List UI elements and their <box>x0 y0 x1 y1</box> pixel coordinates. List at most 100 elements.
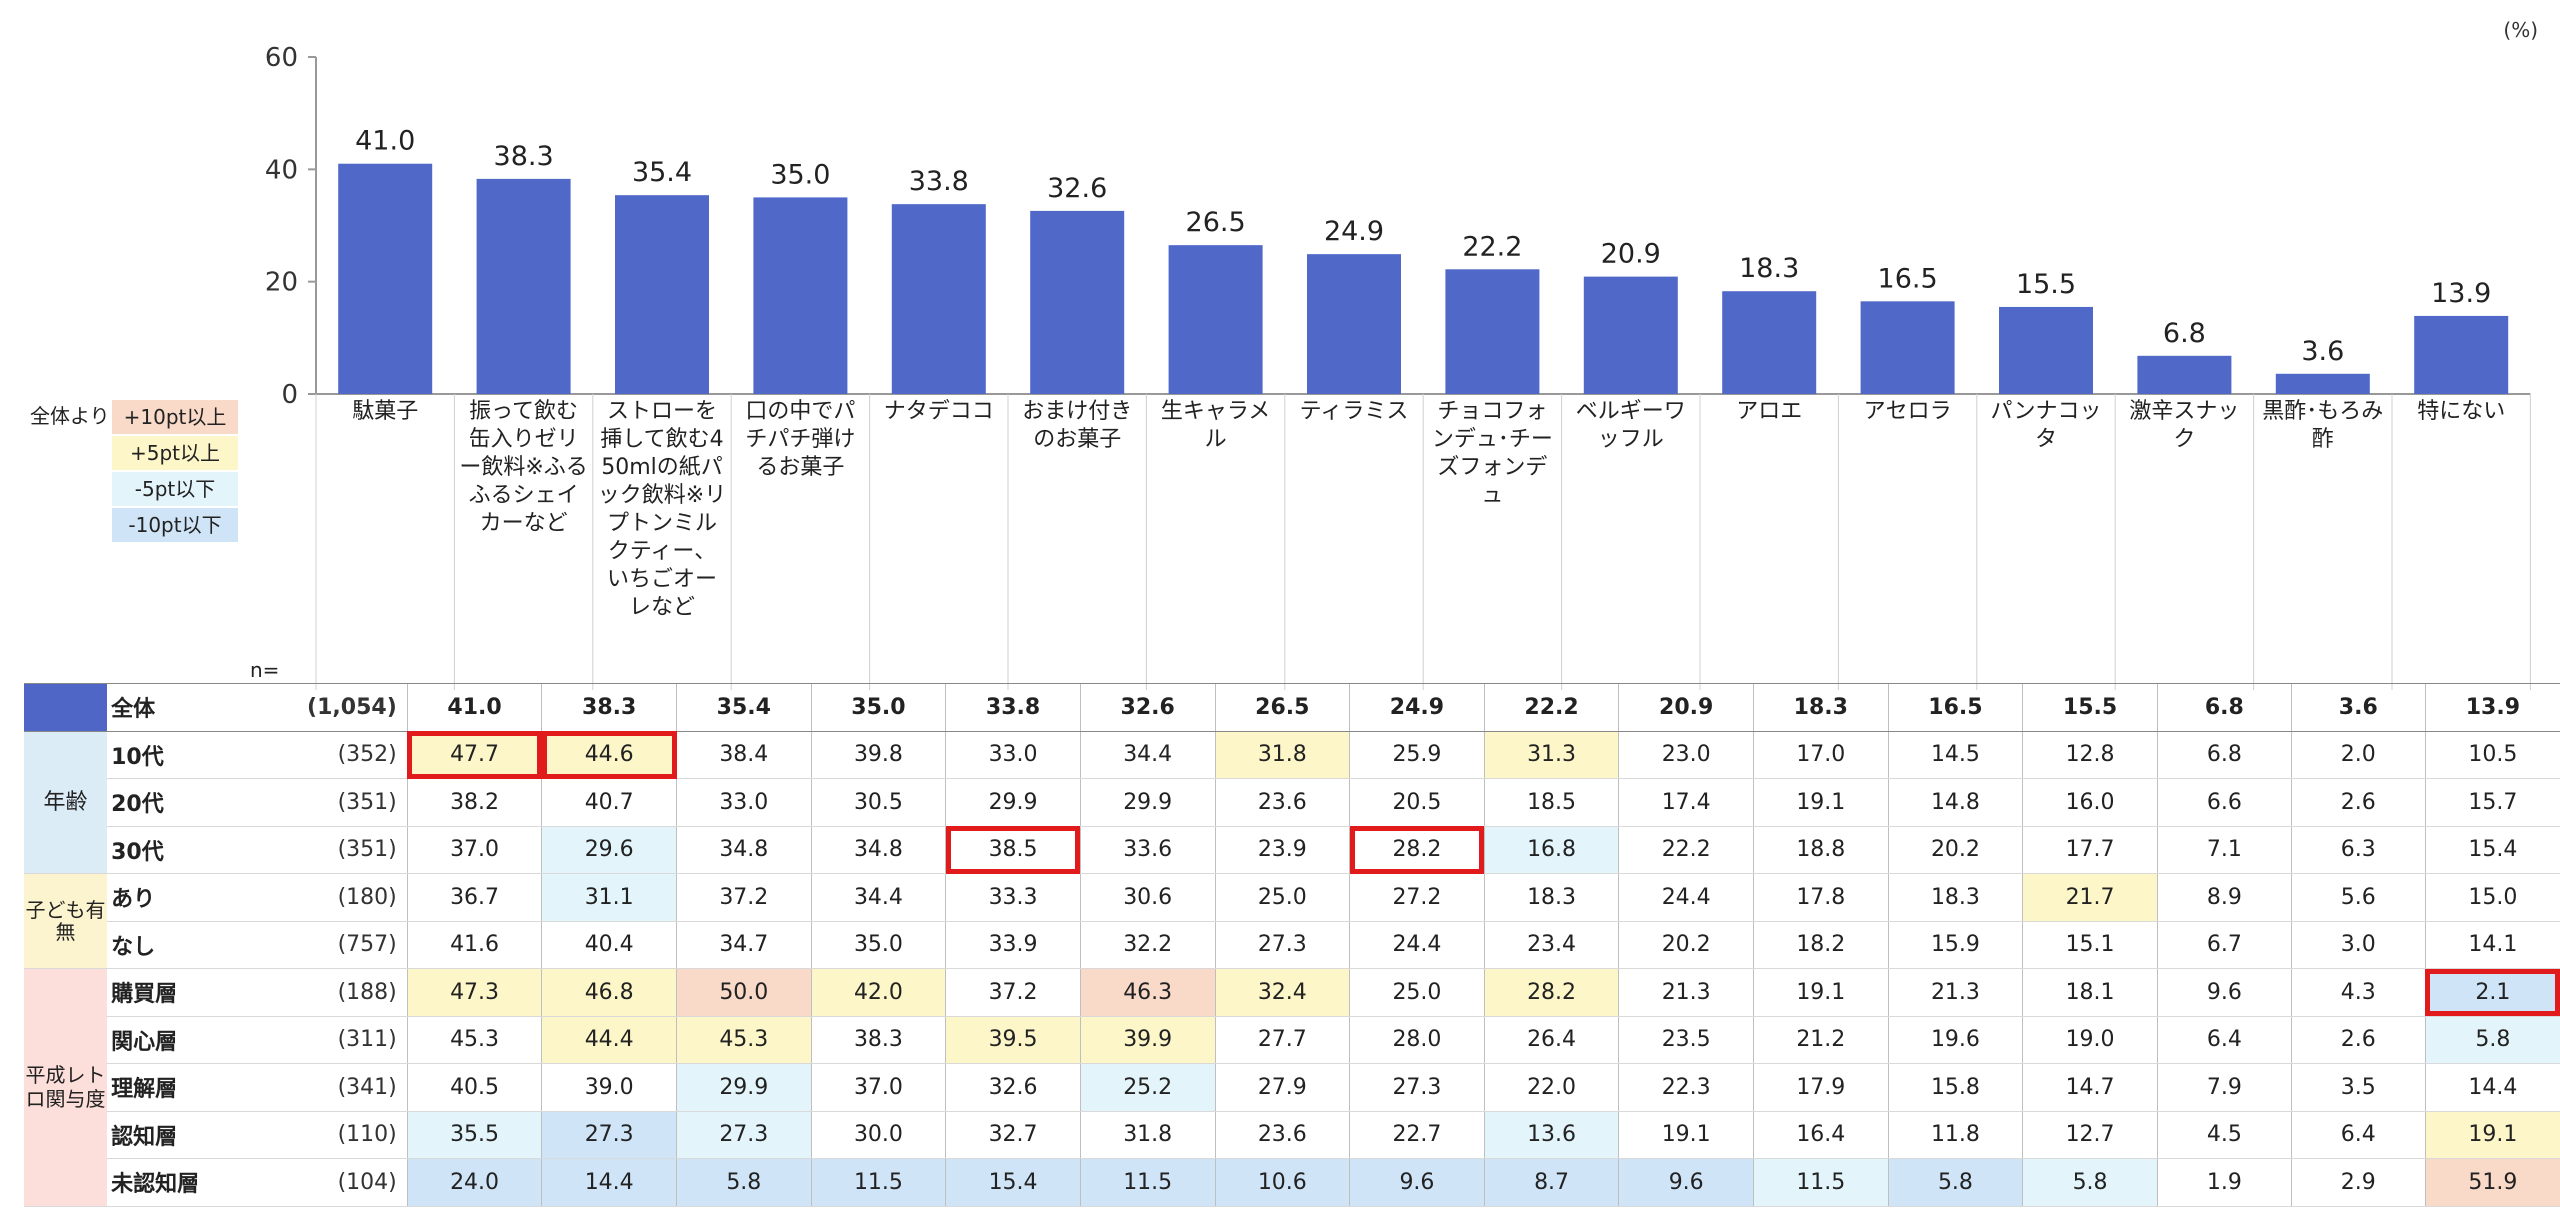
table-cell: 33.0 <box>676 778 812 827</box>
table-cell: 11.8 <box>1887 1111 2023 1159</box>
table-cell: 28.2 <box>1349 826 1485 874</box>
table-cell: 34.4 <box>810 873 946 922</box>
category-label: ストローを挿して飲む450mlの紙パック飲料※リプトンミルクティー、いちごオーレ… <box>597 399 727 620</box>
table-cell: 8.9 <box>2156 873 2292 922</box>
table-row: 30代 (351) 37.0 29.6 34.8 34.8 38.5 33.6 23.9 28.2… <box>24 826 2560 874</box>
table-cell: 4.5 <box>2156 1111 2292 1159</box>
table-cell: 18.2 <box>1753 921 1889 969</box>
table-cell: 22.0 <box>1483 1063 1619 1112</box>
table-cell: 32.6 <box>945 1063 1081 1112</box>
table-cell: 34.7 <box>676 921 812 969</box>
row-label: 関心層 <box>107 1016 229 1064</box>
table-cell: 42.0 <box>810 968 946 1017</box>
table-cell: 6.7 <box>2156 921 2292 969</box>
table-cell: 19.0 <box>2022 1016 2158 1064</box>
row-n: (352) <box>228 731 408 779</box>
table-cell: 6.3 <box>2290 826 2426 874</box>
table-cell: 45.3 <box>676 1016 812 1064</box>
table-cell: 5.8 <box>676 1158 812 1207</box>
table-cell: 40.4 <box>541 921 677 969</box>
table-cell: 22.3 <box>1618 1063 1754 1112</box>
table-cell: 47.7 <box>406 731 542 779</box>
table-cell: 27.3 <box>1349 1063 1485 1112</box>
table-cell: 23.6 <box>1214 1111 1350 1159</box>
category-label: 特にない <box>2417 399 2506 424</box>
category-label: アロエ <box>1736 399 1803 424</box>
bar <box>1030 210 1125 394</box>
table-cell: 27.7 <box>1214 1016 1350 1064</box>
table-cell: 24.4 <box>1349 921 1485 969</box>
table-cell: 24.9 <box>1349 683 1485 732</box>
bar <box>2275 373 2370 394</box>
table-cell: 16.0 <box>2022 778 2158 827</box>
table-cell: 7.9 <box>2156 1063 2292 1112</box>
table-row: 年齢 10代 (352) 47.7 44.6 38.4 39.8 33.0 34.4 31.8 25… <box>24 731 2560 874</box>
table-cell: 20.2 <box>1618 921 1754 969</box>
table-cell: 1.9 <box>2156 1158 2292 1207</box>
table-cell: 4.3 <box>2290 968 2426 1017</box>
row-n: (757) <box>228 921 408 969</box>
table-cell: 30.0 <box>810 1111 946 1159</box>
table-cell: 5.6 <box>2290 873 2426 922</box>
category-label: アセロラ <box>1863 399 1952 424</box>
legend-item: +5pt以上 <box>112 436 238 470</box>
table-cell: 29.9 <box>676 1063 812 1112</box>
row-label: 30代 <box>107 826 229 874</box>
row-n: (351) <box>228 826 408 874</box>
row-label: あり <box>107 873 229 922</box>
row-label: 購買層 <box>107 968 229 1017</box>
bar-value-label: 13.9 <box>2431 278 2491 309</box>
table-cell: 6.8 <box>2156 731 2292 779</box>
table-cell: 46.3 <box>1079 968 1215 1017</box>
table-row: 認知層 (110) 35.5 27.3 27.3 30.0 32.7 31.8 23.6 22.7… <box>24 1111 2560 1159</box>
table-cell: 23.5 <box>1618 1016 1754 1064</box>
table-cell: 11.5 <box>1753 1158 1889 1207</box>
table-cell: 18.3 <box>1887 873 2023 922</box>
table-row: 未認知層 (104) 24.0 14.4 5.8 11.5 15.4 11.5 10.6 9.6 8… <box>24 1158 2560 1207</box>
table-cell: 44.4 <box>541 1016 677 1064</box>
group-label: 年齢 <box>24 731 108 874</box>
table-cell: 2.9 <box>2290 1158 2426 1207</box>
table-cell: 15.8 <box>1887 1063 2023 1112</box>
table-cell: 39.5 <box>945 1016 1081 1064</box>
n-label: n= <box>250 658 280 682</box>
table-cell: 29.6 <box>541 826 677 874</box>
bar <box>753 197 848 394</box>
table-cell: 19.1 <box>1753 968 1889 1017</box>
table-cell: 35.5 <box>406 1111 542 1159</box>
bar <box>1999 306 2093 394</box>
row-n: (311) <box>228 1016 408 1064</box>
table-cell: 8.7 <box>1483 1158 1619 1207</box>
table-cell: 14.4 <box>2424 1063 2560 1112</box>
bar-value-label: 24.9 <box>1324 216 1384 247</box>
table-cell: 13.9 <box>2424 683 2560 732</box>
bar-value-label: 38.3 <box>494 141 554 172</box>
table-cell: 37.0 <box>406 826 542 874</box>
bar <box>1583 276 1678 394</box>
table-cell: 32.2 <box>1079 921 1215 969</box>
table-cell: 39.0 <box>541 1063 677 1112</box>
table-cell: 10.6 <box>1214 1158 1350 1207</box>
bar <box>1445 269 1540 394</box>
bar-value-label: 33.8 <box>909 166 969 197</box>
table-cell: 38.3 <box>541 683 677 732</box>
table-cell: 27.2 <box>1349 873 1485 922</box>
table-cell: 34.4 <box>1079 731 1215 779</box>
table-cell: 5.8 <box>1887 1158 2023 1207</box>
category-label: 振って飲む缶入りゼリー飲料※ふるふるシェイカーなど <box>459 399 588 536</box>
table-cell: 6.8 <box>2156 683 2292 732</box>
table-cell: 17.0 <box>1753 731 1889 779</box>
table-cell: 18.8 <box>1753 826 1889 874</box>
bar-value-label: 18.3 <box>1739 253 1799 284</box>
table-cell: 25.0 <box>1214 873 1350 922</box>
table-row: 子ども有無 あり (180) 36.7 31.1 37.2 34.4 33.3 30.6 25.0… <box>24 873 2560 969</box>
table-cell: 19.1 <box>1618 1111 1754 1159</box>
group-label: 平成レトロ関与度 <box>24 968 108 1207</box>
category-label: ナタデココ <box>883 399 994 424</box>
table-cell: 3.6 <box>2290 683 2426 732</box>
bar <box>1722 291 1817 394</box>
table-cell: 33.8 <box>945 683 1081 732</box>
table-cell: 21.3 <box>1887 968 2023 1017</box>
table-cell: 13.6 <box>1483 1111 1619 1159</box>
table-cell: 38.3 <box>810 1016 946 1064</box>
